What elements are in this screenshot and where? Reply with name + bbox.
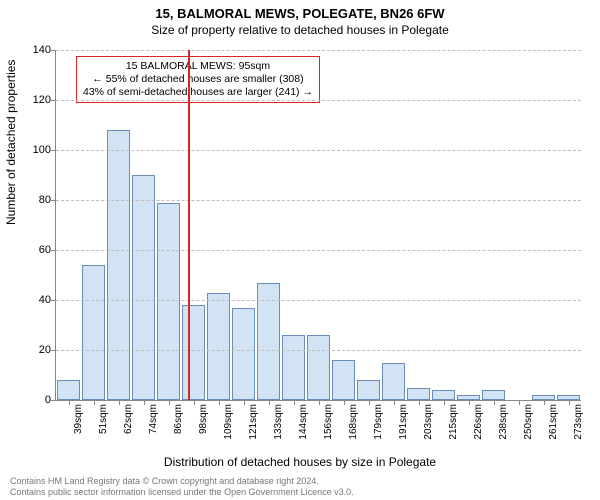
gridline xyxy=(56,200,581,201)
xtick-mark xyxy=(94,400,95,405)
ytick-mark xyxy=(51,100,56,101)
gridline xyxy=(56,250,581,251)
xtick-label: 191sqm xyxy=(398,404,409,440)
xtick-label: 156sqm xyxy=(323,404,334,440)
bar xyxy=(332,360,356,400)
ytick-label: 0 xyxy=(21,394,51,406)
xtick-mark xyxy=(519,400,520,405)
xtick-label: 226sqm xyxy=(473,404,484,440)
xtick-mark xyxy=(469,400,470,405)
xtick-mark xyxy=(119,400,120,405)
xtick-label: 51sqm xyxy=(98,404,109,434)
annotation-box: 15 BALMORAL MEWS: 95sqm ← 55% of detache… xyxy=(76,56,320,103)
bar xyxy=(107,130,131,400)
bar xyxy=(157,203,181,401)
footer-line1: Contains HM Land Registry data © Crown c… xyxy=(10,476,354,487)
xtick-label: 261sqm xyxy=(548,404,559,440)
bar xyxy=(482,390,506,400)
gridline xyxy=(56,350,581,351)
annotation-line3: 43% of semi-detached houses are larger (… xyxy=(83,86,313,99)
xtick-label: 133sqm xyxy=(273,404,284,440)
xtick-mark xyxy=(494,400,495,405)
xtick-label: 203sqm xyxy=(423,404,434,440)
xtick-label: 215sqm xyxy=(448,404,459,440)
chart-subtitle: Size of property relative to detached ho… xyxy=(0,23,600,37)
annotation-line2: ← 55% of detached houses are smaller (30… xyxy=(83,73,313,86)
ytick-label: 120 xyxy=(21,94,51,106)
bar xyxy=(307,335,331,400)
gridline xyxy=(56,150,581,151)
ytick-label: 100 xyxy=(21,144,51,156)
ytick-mark xyxy=(51,200,56,201)
ytick-label: 80 xyxy=(21,194,51,206)
xtick-label: 121sqm xyxy=(248,404,259,440)
xtick-label: 39sqm xyxy=(73,404,84,434)
bar xyxy=(382,363,406,401)
ytick-mark xyxy=(51,150,56,151)
xtick-mark xyxy=(169,400,170,405)
xtick-mark xyxy=(69,400,70,405)
y-axis-label: Number of detached properties xyxy=(4,60,18,225)
xtick-mark xyxy=(444,400,445,405)
gridline xyxy=(56,100,581,101)
xtick-mark xyxy=(219,400,220,405)
ytick-mark xyxy=(51,50,56,51)
bar xyxy=(182,305,206,400)
xtick-mark xyxy=(144,400,145,405)
gridline xyxy=(56,50,581,51)
ytick-label: 40 xyxy=(21,294,51,306)
xtick-mark xyxy=(294,400,295,405)
footer-attribution: Contains HM Land Registry data © Crown c… xyxy=(10,476,354,498)
chart-title: 15, BALMORAL MEWS, POLEGATE, BN26 6FW xyxy=(0,0,600,21)
bar xyxy=(207,293,231,401)
ytick-mark xyxy=(51,300,56,301)
bar xyxy=(132,175,156,400)
xtick-label: 273sqm xyxy=(573,404,584,440)
xtick-label: 238sqm xyxy=(498,404,509,440)
footer-line2: Contains public sector information licen… xyxy=(10,487,354,498)
xtick-label: 109sqm xyxy=(223,404,234,440)
xtick-label: 74sqm xyxy=(148,404,159,434)
ytick-mark xyxy=(51,350,56,351)
xtick-mark xyxy=(544,400,545,405)
xtick-label: 179sqm xyxy=(373,404,384,440)
gridline xyxy=(56,300,581,301)
xtick-mark xyxy=(394,400,395,405)
ytick-label: 20 xyxy=(21,344,51,356)
xtick-mark xyxy=(419,400,420,405)
xtick-mark xyxy=(194,400,195,405)
xtick-mark xyxy=(369,400,370,405)
xtick-mark xyxy=(269,400,270,405)
bar xyxy=(432,390,456,400)
plot-area: 15 BALMORAL MEWS: 95sqm ← 55% of detache… xyxy=(55,50,581,401)
bar xyxy=(57,380,81,400)
bar xyxy=(232,308,256,401)
bar xyxy=(282,335,306,400)
xtick-label: 250sqm xyxy=(523,404,534,440)
xtick-mark xyxy=(319,400,320,405)
xtick-label: 86sqm xyxy=(173,404,184,434)
annotation-line1: 15 BALMORAL MEWS: 95sqm xyxy=(83,60,313,73)
xtick-label: 62sqm xyxy=(123,404,134,434)
x-axis-label: Distribution of detached houses by size … xyxy=(0,455,600,469)
ytick-mark xyxy=(51,250,56,251)
bar xyxy=(407,388,431,401)
xtick-label: 98sqm xyxy=(198,404,209,434)
bar xyxy=(357,380,381,400)
ytick-mark xyxy=(51,400,56,401)
xtick-mark xyxy=(244,400,245,405)
xtick-label: 168sqm xyxy=(348,404,359,440)
bar xyxy=(82,265,106,400)
reference-line xyxy=(188,50,190,400)
xtick-mark xyxy=(569,400,570,405)
ytick-label: 60 xyxy=(21,244,51,256)
xtick-label: 144sqm xyxy=(298,404,309,440)
xtick-mark xyxy=(344,400,345,405)
ytick-label: 140 xyxy=(21,44,51,56)
